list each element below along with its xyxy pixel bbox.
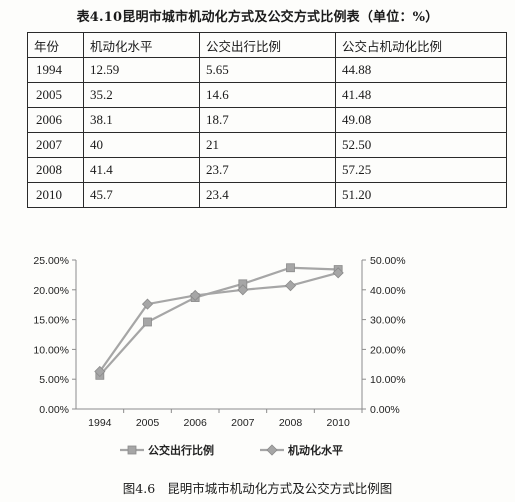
legend-marker-square xyxy=(127,445,137,455)
cell-transit-of-motorized: 57.25 xyxy=(335,157,507,183)
left-tick-label: 20.00% xyxy=(33,285,69,297)
cell-year: 2005 xyxy=(27,82,84,108)
legend-marker-diamond xyxy=(266,444,278,456)
cell-transit-of-motorized: 51.20 xyxy=(335,182,507,208)
cell-transit-of-motorized: 44.88 xyxy=(335,57,507,83)
x-tick-label: 2010 xyxy=(326,417,350,429)
x-tick-label: 2007 xyxy=(231,417,255,429)
data-point-diamond xyxy=(237,284,249,296)
legend-label: 公交出行比例 xyxy=(148,443,214,457)
data-point-diamond xyxy=(189,289,201,302)
line-chart: 0.00% 5.00% 10.00% 15.00% 20.00% 25.00% 0.00% 1… xyxy=(33,255,406,457)
cell-transit-share: 18.7 xyxy=(199,107,336,133)
data-table: 年份 机动化水平 公交出行比例 公交占机动化比例 1994 12.59 5.65… xyxy=(27,32,507,208)
cell-transit-share: 21 xyxy=(199,132,336,158)
figure-caption: 图4.6 昆明市城市机动化方式及公交方式比例图 xyxy=(0,478,515,497)
x-tick-label: 2008 xyxy=(279,417,303,429)
cell-year: 2008 xyxy=(27,157,84,183)
data-point-diamond xyxy=(94,365,106,378)
x-tick-label: 2005 xyxy=(136,417,160,429)
data-point-diamond xyxy=(332,267,344,279)
column-header-motorization: 机动化水平 xyxy=(83,32,200,58)
cell-year: 2006 xyxy=(27,107,84,133)
caption-number: 图4.6 xyxy=(122,481,156,496)
table-row: 2005 35.2 14.6 41.48 xyxy=(27,82,507,108)
series-line-diamond xyxy=(98,271,339,373)
cell-transit-share: 23.7 xyxy=(199,157,336,183)
cell-motorization: 38.1 xyxy=(83,107,200,133)
cell-year: 2010 xyxy=(27,182,84,208)
table-row: 2007 40 21 52.50 xyxy=(27,132,507,158)
column-header-year: 年份 xyxy=(27,32,84,58)
right-tick-label: 40.00% xyxy=(370,285,406,297)
cell-transit-share: 5.65 xyxy=(199,57,336,83)
cell-transit-of-motorized: 52.50 xyxy=(335,132,507,158)
x-tick-label: 1994 xyxy=(88,417,112,429)
cell-motorization: 45.7 xyxy=(83,182,200,208)
data-point-diamond xyxy=(141,298,154,310)
table-row: 2006 38.1 18.7 49.08 xyxy=(27,107,507,133)
data-point-square xyxy=(286,263,295,273)
cell-motorization: 41.4 xyxy=(83,157,200,183)
left-tick-label: 0.00% xyxy=(39,404,69,416)
caption-text: 昆明市城市机动化方式及公交方式比例图 xyxy=(167,481,393,496)
cell-year: 1994 xyxy=(27,57,84,83)
cell-transit-share: 23.4 xyxy=(199,182,336,208)
chart-container: 0.00% 5.00% 10.00% 15.00% 20.00% 25.00% 0.00% 1… xyxy=(0,240,515,470)
cell-motorization: 40 xyxy=(83,132,200,158)
left-tick-label: 10.00% xyxy=(33,344,69,356)
cell-year: 2007 xyxy=(27,132,84,158)
table-row: 1994 12.59 5.65 44.88 xyxy=(27,57,507,83)
left-tick-label: 25.00% xyxy=(33,255,69,267)
data-point-square xyxy=(143,317,152,327)
right-tick-label: 10.00% xyxy=(370,374,406,386)
table-row: 2010 45.7 23.4 51.20 xyxy=(27,182,507,208)
right-tick-label: 50.00% xyxy=(370,255,406,267)
left-tick-label: 5.00% xyxy=(39,374,69,386)
column-header-transit-of-motorized: 公交占机动化比例 xyxy=(335,32,507,58)
cell-transit-share: 14.6 xyxy=(199,82,336,108)
table-title: 表4.10昆明市城市机动化方式及公交方式比例表（单位：%） xyxy=(76,10,439,25)
legend-label: 机动化水平 xyxy=(288,443,343,457)
right-tick-label: 0.00% xyxy=(370,404,400,416)
cell-motorization: 35.2 xyxy=(83,82,200,108)
cell-motorization: 12.59 xyxy=(83,57,200,83)
series-line-square xyxy=(99,266,339,377)
right-tick-label: 30.00% xyxy=(370,315,406,327)
cell-transit-of-motorized: 49.08 xyxy=(335,107,507,133)
table-row: 2008 41.4 23.7 57.25 xyxy=(27,157,507,183)
left-tick-label: 15.00% xyxy=(33,315,69,327)
right-tick-label: 20.00% xyxy=(370,344,406,356)
x-tick-label: 2006 xyxy=(183,417,207,429)
column-header-transit-share: 公交出行比例 xyxy=(199,32,336,58)
cell-transit-of-motorized: 41.48 xyxy=(335,82,507,108)
table-header-row: 年份 机动化水平 公交出行比例 公交占机动化比例 xyxy=(27,32,507,58)
data-point-diamond xyxy=(284,280,297,292)
